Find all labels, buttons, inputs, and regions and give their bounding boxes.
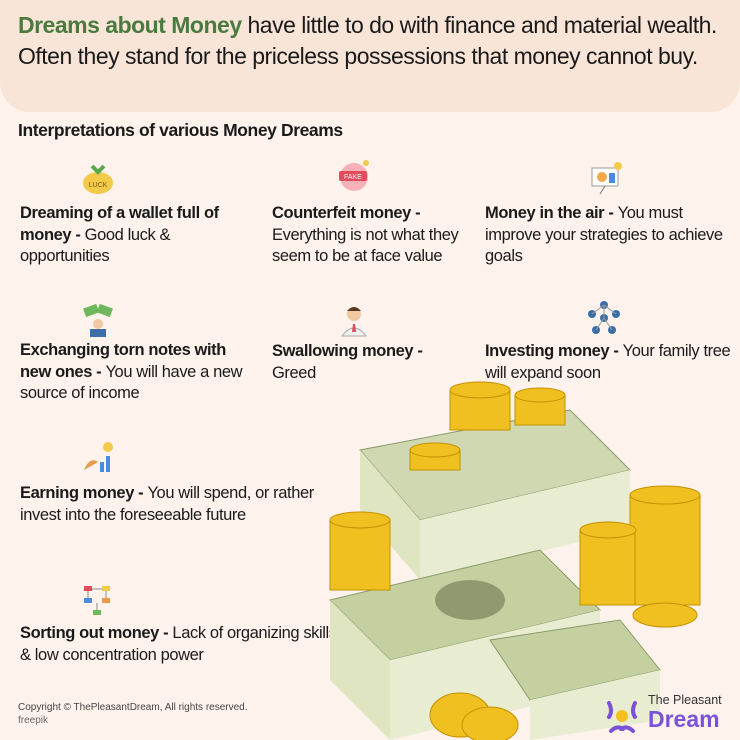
money-exchange-icon: [83, 303, 113, 337]
bill-stack-back: [359, 409, 631, 580]
network-people-icon: [588, 301, 620, 334]
money-growth-icon: [84, 442, 113, 472]
interpretation-wallet: Dreaming of a wallet full of money - Goo…: [20, 204, 219, 265]
interpretation-earning: Earning money - You will spend, or rathe…: [20, 484, 314, 524]
intro-rest: have little to do with finance and mater…: [18, 12, 717, 69]
businessman-icon: [340, 307, 368, 337]
logo-line1: The Pleasant: [648, 693, 722, 707]
interpretation-sorting: Sorting out money - Lack of organizing s…: [20, 624, 337, 664]
bill-stack-right: [489, 619, 661, 740]
brand-logo: The Pleasant Dream: [603, 693, 738, 738]
svg-text:FAKE: FAKE: [344, 174, 362, 181]
logo-icon: [607, 701, 637, 733]
fake-tag-icon: FAKE: [339, 160, 369, 191]
flowchart-icon: [84, 586, 110, 615]
svg-text:LUCK: LUCK: [89, 182, 108, 189]
presentation-board-icon: [591, 162, 622, 195]
interpretation-torn-notes: Exchanging torn notes with new ones - Yo…: [20, 341, 243, 402]
interpretation-counterfeit: Counterfeit money - Everything is not wh…: [272, 204, 459, 265]
interpretation-investing: Investing money - Your family tree will …: [485, 342, 731, 382]
logo-line2: Dream: [648, 706, 720, 732]
copyright-text: Copyright © ThePleasantDream, All rights…: [18, 702, 248, 713]
money-stack-illustration: [329, 381, 701, 740]
section-title: Interpretations of various Money Dreams: [18, 120, 343, 140]
interpretation-air: Money in the air - You must improve your…: [485, 204, 723, 265]
interpretation-swallowing: Swallowing money - Greed: [272, 342, 423, 382]
intro-highlight: Dreams about Money: [18, 12, 242, 38]
gold-coins: [329, 381, 701, 740]
intro-text: Dreams about Money have little to do wit…: [18, 10, 733, 72]
credit-text: freepik: [18, 715, 49, 726]
header-banner: [0, 0, 740, 112]
luck-money-bag-icon: LUCK: [83, 164, 113, 194]
